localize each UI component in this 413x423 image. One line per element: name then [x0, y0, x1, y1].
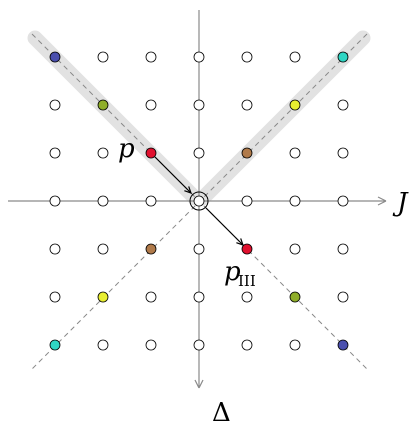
lattice-point — [145, 291, 157, 303]
colored-lattice-point — [145, 243, 157, 255]
colored-lattice-point — [97, 99, 109, 111]
lattice-point — [337, 147, 349, 159]
lattice-point — [193, 195, 205, 207]
lattice-point — [289, 51, 301, 63]
colored-lattice-point — [49, 339, 61, 351]
lattice-point — [97, 147, 109, 159]
horizontal-axis-arrowhead — [377, 196, 387, 206]
arrow-shaft — [205, 207, 244, 246]
lattice-point — [193, 51, 205, 63]
band-upper-left — [27, 30, 203, 206]
vertical-axis-arrowhead — [194, 379, 204, 389]
lattice-point — [145, 51, 157, 63]
lattice-point — [193, 99, 205, 111]
lattice-point — [289, 339, 301, 351]
lattice-point — [241, 195, 253, 207]
point-p-iii-subscript: III — [238, 272, 256, 290]
lattice-point — [193, 339, 205, 351]
lattice-point — [193, 147, 205, 159]
arrow-head — [184, 186, 192, 194]
lattice-point — [289, 243, 301, 255]
arrow-p-to-origin — [154, 156, 192, 194]
colored-lattice-point — [241, 147, 253, 159]
lattice-point — [241, 99, 253, 111]
colored-lattice-point — [337, 339, 349, 351]
lattice-point — [97, 339, 109, 351]
point-p-iii-label: p — [224, 257, 241, 287]
colored-lattice-point — [289, 99, 301, 111]
lattice-point — [97, 243, 109, 255]
lattice-point — [241, 339, 253, 351]
lattice-point — [337, 243, 349, 255]
lattice-point — [145, 99, 157, 111]
arrow-shaft — [154, 156, 192, 194]
lattice-point — [289, 195, 301, 207]
colored-lattice-point — [97, 291, 109, 303]
lattice-point — [337, 291, 349, 303]
arrows — [154, 156, 244, 246]
lattice-point — [193, 291, 205, 303]
lattice-point — [49, 243, 61, 255]
lattice-point — [97, 195, 109, 207]
lattice-point — [49, 147, 61, 159]
arrow-origin-to-p-iii — [205, 207, 244, 246]
vertical-axis-label: Δ — [212, 398, 231, 423]
origin-outer-ring — [189, 191, 209, 211]
lattice-point — [49, 99, 61, 111]
colored-lattice-point — [337, 51, 349, 63]
lattice-point — [193, 243, 205, 255]
lattice-point — [337, 99, 349, 111]
horizontal-axis-label: J — [392, 188, 409, 218]
lattice-point — [97, 51, 109, 63]
lattice-point — [241, 291, 253, 303]
arrow-head — [236, 238, 244, 246]
lattice-point — [289, 147, 301, 159]
lattice-point — [145, 339, 157, 351]
colored-lattice-point — [49, 51, 61, 63]
lattice-points — [49, 51, 349, 351]
colored-lattice-point — [145, 147, 157, 159]
lattice-point — [49, 195, 61, 207]
lattice-point — [49, 291, 61, 303]
lattice-point — [337, 195, 349, 207]
colored-lattice-point — [289, 291, 301, 303]
point-p-label: p — [118, 134, 135, 164]
lattice-point — [145, 195, 157, 207]
colored-lattice-point — [241, 243, 253, 255]
lattice-point — [241, 51, 253, 63]
